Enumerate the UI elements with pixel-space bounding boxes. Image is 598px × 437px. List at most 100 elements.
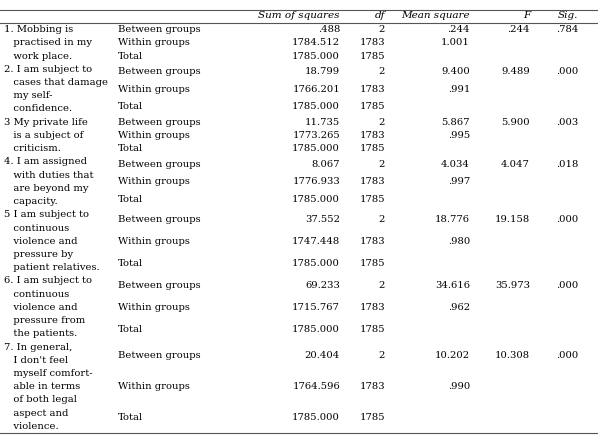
Text: Between groups: Between groups [118,118,200,127]
Text: Within groups: Within groups [118,303,190,312]
Text: 1785: 1785 [359,259,385,268]
Text: pressure by: pressure by [4,250,73,259]
Text: Within groups: Within groups [118,382,190,391]
Text: 1766.201: 1766.201 [292,85,340,94]
Text: 1. Mobbing is: 1. Mobbing is [4,25,73,34]
Text: 4.034: 4.034 [441,160,470,169]
Text: 3 My private life: 3 My private life [4,118,88,127]
Text: 2: 2 [379,160,385,169]
Text: Total: Total [118,102,143,111]
Text: 1783: 1783 [359,38,385,47]
Text: pressure from: pressure from [4,316,86,325]
Text: 1783: 1783 [359,177,385,186]
Text: 1783: 1783 [359,303,385,312]
Text: .000: .000 [556,215,578,224]
Text: 2: 2 [379,351,385,361]
Text: 1785.000: 1785.000 [292,52,340,61]
Text: .000: .000 [556,281,578,290]
Text: 10.202: 10.202 [435,351,470,361]
Text: 1784.512: 1784.512 [292,38,340,47]
Text: .244: .244 [508,25,530,34]
Text: are beyond my: are beyond my [4,184,89,193]
Text: .962: .962 [448,303,470,312]
Text: 2: 2 [379,215,385,224]
Text: Within groups: Within groups [118,131,190,140]
Text: 9.489: 9.489 [501,67,530,76]
Text: .784: .784 [556,25,578,34]
Text: .980: .980 [448,237,470,246]
Text: 1785.000: 1785.000 [292,195,340,204]
Text: cases that damage: cases that damage [4,78,108,87]
Text: 1773.265: 1773.265 [292,131,340,140]
Text: 1764.596: 1764.596 [292,382,340,391]
Text: Total: Total [118,195,143,204]
Text: 19.158: 19.158 [495,215,530,224]
Text: .244: .244 [447,25,470,34]
Text: 18.799: 18.799 [305,67,340,76]
Text: 1785: 1785 [359,413,385,422]
Text: Between groups: Between groups [118,25,200,34]
Text: Within groups: Within groups [118,177,190,186]
Text: Between groups: Between groups [118,351,200,361]
Text: 18.776: 18.776 [435,215,470,224]
Text: Total: Total [118,144,143,153]
Text: 35.973: 35.973 [495,281,530,290]
Text: 34.616: 34.616 [435,281,470,290]
Text: .995: .995 [448,131,470,140]
Text: .000: .000 [556,67,578,76]
Text: violence and: violence and [4,237,78,246]
Text: .991: .991 [448,85,470,94]
Text: 1715.767: 1715.767 [292,303,340,312]
Text: 8.067: 8.067 [312,160,340,169]
Text: with duties that: with duties that [4,170,93,180]
Text: 1747.448: 1747.448 [292,237,340,246]
Text: my self-: my self- [4,91,53,100]
Text: 1785: 1785 [359,325,385,334]
Text: Total: Total [118,325,143,334]
Text: 2: 2 [379,25,385,34]
Text: aspect and: aspect and [4,409,68,418]
Text: 1785: 1785 [359,52,385,61]
Text: Total: Total [118,52,143,61]
Text: 20.404: 20.404 [305,351,340,361]
Text: 11.735: 11.735 [305,118,340,127]
Text: 1785.000: 1785.000 [292,144,340,153]
Text: the patients.: the patients. [4,329,77,338]
Text: confidence.: confidence. [4,104,72,114]
Text: 1785: 1785 [359,102,385,111]
Text: .997: .997 [448,177,470,186]
Text: .018: .018 [556,160,578,169]
Text: Between groups: Between groups [118,67,200,76]
Text: 1783: 1783 [359,85,385,94]
Text: 5.900: 5.900 [501,118,530,127]
Text: myself comfort-: myself comfort- [4,369,93,378]
Text: 9.400: 9.400 [441,67,470,76]
Text: 2: 2 [379,281,385,290]
Text: practised in my: practised in my [4,38,92,47]
Text: continuous: continuous [4,223,69,232]
Text: capacity.: capacity. [4,197,57,206]
Text: Total: Total [118,259,143,268]
Text: Total: Total [118,413,143,422]
Text: Sum of squares: Sum of squares [258,11,340,21]
Text: 2: 2 [379,118,385,127]
Text: criticism.: criticism. [4,144,61,153]
Text: Within groups: Within groups [118,38,190,47]
Text: work place.: work place. [4,52,72,61]
Text: .488: .488 [318,25,340,34]
Text: Within groups: Within groups [118,237,190,246]
Text: 4. I am assigned: 4. I am assigned [4,157,87,166]
Text: 1783: 1783 [359,131,385,140]
Text: 4.047: 4.047 [501,160,530,169]
Text: patient relatives.: patient relatives. [4,263,100,272]
Text: able in terms: able in terms [4,382,80,391]
Text: 2: 2 [379,67,385,76]
Text: of both legal: of both legal [4,395,77,404]
Text: 1785.000: 1785.000 [292,325,340,334]
Text: 1783: 1783 [359,237,385,246]
Text: .003: .003 [556,118,578,127]
Text: F: F [523,11,530,21]
Text: 6. I am subject to: 6. I am subject to [4,277,92,285]
Text: 5 I am subject to: 5 I am subject to [4,210,89,219]
Text: Between groups: Between groups [118,281,200,290]
